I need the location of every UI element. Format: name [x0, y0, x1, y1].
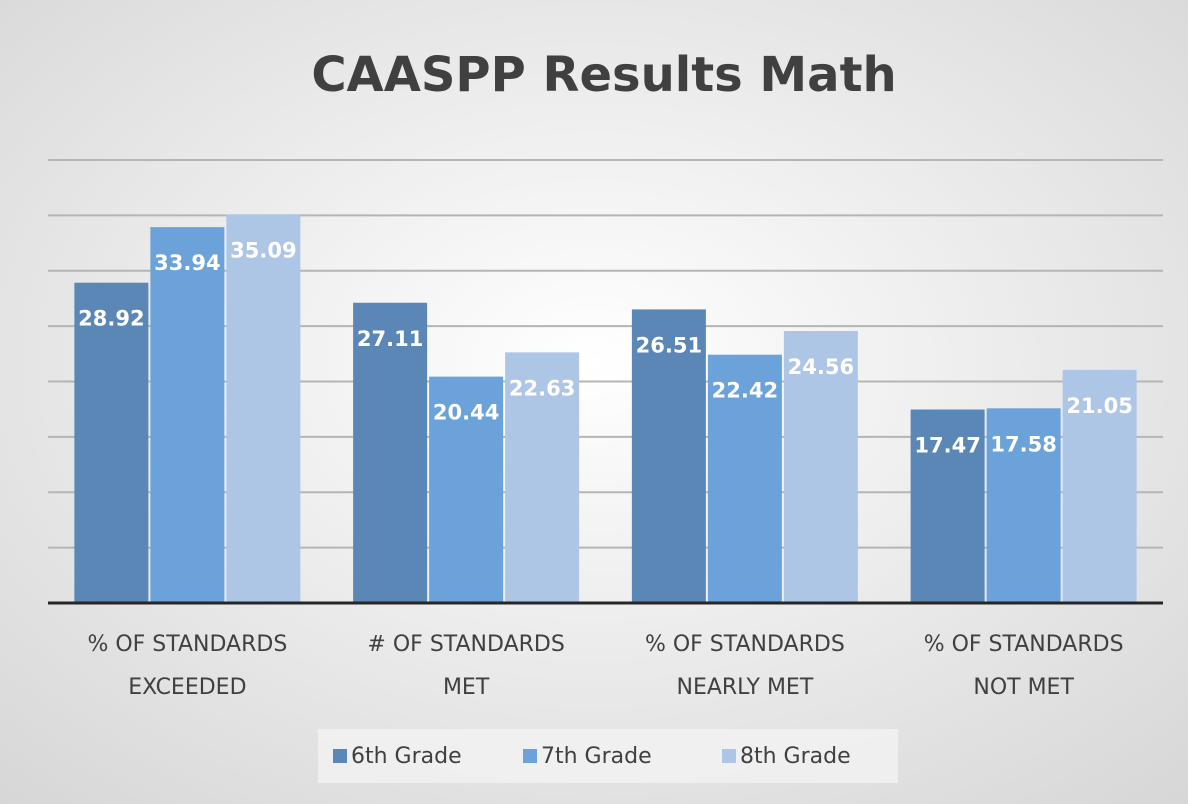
data-label: 26.51: [636, 333, 702, 357]
bar: [631, 309, 706, 603]
bar: [910, 409, 985, 603]
data-label: 20.44: [433, 401, 499, 425]
data-label: 17.47: [914, 434, 980, 458]
legend-label: 8th Grade: [740, 744, 851, 769]
data-label: 33.94: [154, 251, 220, 275]
x-tick-label: # OF STANDARDS MET: [367, 632, 564, 700]
bar: [505, 352, 580, 603]
legend-swatch: [333, 749, 347, 763]
x-tick-label: % OF STANDARDS NEARLY MET: [645, 632, 845, 700]
legend-label: 6th Grade: [351, 744, 462, 769]
data-label: 28.92: [78, 307, 144, 331]
x-tick-label: % OF STANDARDS EXCEEDED: [87, 632, 287, 700]
legend-swatch: [722, 749, 736, 763]
x-tick-label: % OF STANDARDS NOT MET: [924, 632, 1124, 700]
legend-box: [318, 729, 898, 783]
bar: [783, 330, 858, 603]
bar: [353, 302, 428, 603]
bar: [1062, 369, 1137, 603]
legend-swatch: [523, 749, 537, 763]
bar: [150, 227, 225, 603]
bar: [226, 214, 301, 604]
data-label: 27.11: [357, 327, 423, 351]
data-label: 21.05: [1066, 394, 1132, 418]
legend-label: 7th Grade: [541, 744, 652, 769]
bar: [707, 354, 782, 603]
data-label: 22.42: [712, 379, 778, 403]
data-label: 22.63: [509, 376, 575, 400]
data-label: 35.09: [230, 238, 296, 262]
bar: [986, 408, 1061, 603]
data-label: 17.58: [990, 432, 1056, 456]
chart-title: CAASPP Results Math: [311, 47, 896, 103]
bar: [74, 282, 149, 603]
data-label: 24.56: [788, 355, 854, 379]
bar: [429, 376, 504, 603]
